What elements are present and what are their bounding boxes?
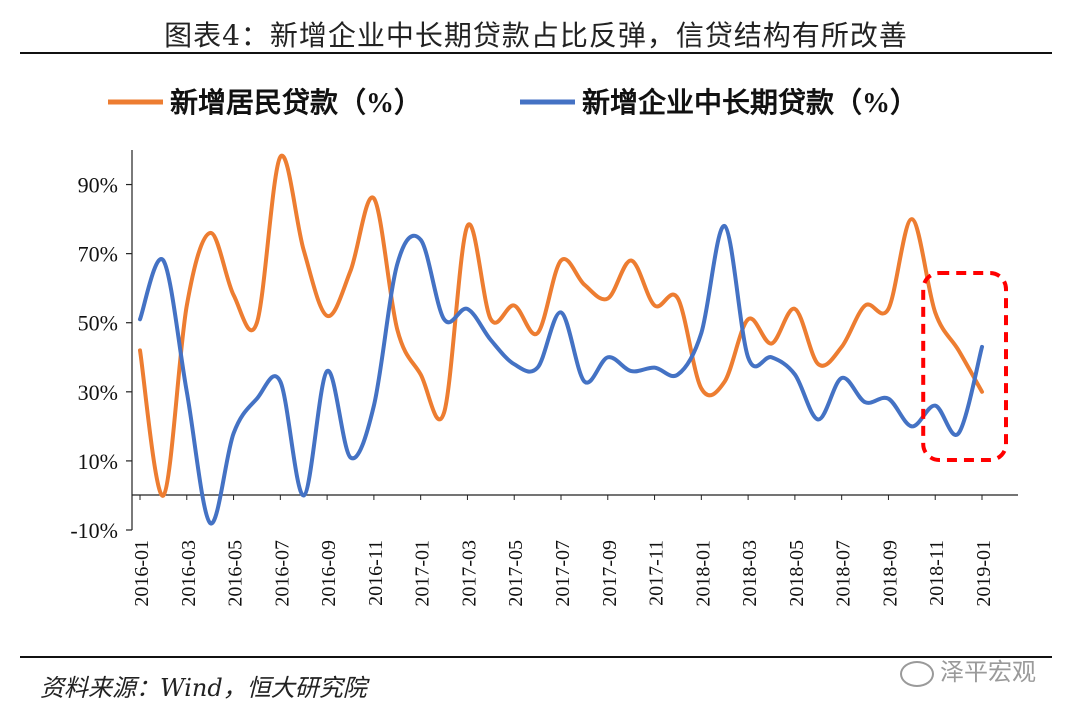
x-tick-label: 2016-11 <box>365 540 387 606</box>
x-tick-label: 2017-07 <box>552 540 574 607</box>
x-tick-label: 2018-01 <box>692 540 714 607</box>
series-line-1 <box>138 153 984 498</box>
x-tick-label: 2016-09 <box>318 540 340 607</box>
x-tick-label: 2018-09 <box>879 540 901 607</box>
source-note: 资料来源：Wind，恒大研究院 <box>40 674 367 702</box>
y-tick-label: 30% <box>78 380 118 405</box>
x-tick-label: 2017-03 <box>458 540 480 607</box>
page-title: 图表4：新增企业中长期贷款占比反弹，信贷结构有所改善 <box>164 19 908 52</box>
y-tick-label: 90% <box>78 173 118 198</box>
wechat-icon <box>900 660 934 687</box>
y-tick-label: 10% <box>78 449 118 474</box>
legend-label-1: 新增居民贷款（%） <box>170 86 422 119</box>
highlight-box <box>921 271 1009 462</box>
x-tick-label: 2017-09 <box>599 540 621 607</box>
x-tick-label: 2018-03 <box>739 540 761 607</box>
watermark: 泽平宏观 <box>900 652 1036 687</box>
x-tick-label: 2016-03 <box>178 540 200 607</box>
x-tick-label: 2018-11 <box>926 540 948 606</box>
x-tick-label: 2017-11 <box>646 540 668 606</box>
x-tick-label: 2017-05 <box>505 540 527 607</box>
x-tick-label: 2018-07 <box>833 540 855 607</box>
x-tick-label: 2016-05 <box>225 540 247 607</box>
series-line-2 <box>138 223 984 526</box>
x-tick-label: 2016-07 <box>271 540 293 607</box>
x-tick-label: 2018-05 <box>786 540 808 607</box>
x-tick-label: 2017-01 <box>412 540 434 607</box>
watermark-text: 泽平宏观 <box>940 658 1036 686</box>
y-tick-label: 70% <box>78 242 118 267</box>
footer-rule <box>20 656 1052 658</box>
x-tick-label: 2019-01 <box>973 540 995 607</box>
legend-label-2: 新增企业中长期贷款（%） <box>582 86 918 119</box>
y-tick-label: -10% <box>70 518 118 543</box>
y-tick-label: 50% <box>78 311 118 336</box>
x-tick-label: 2016-01 <box>131 540 153 607</box>
title-rule <box>20 52 1052 54</box>
